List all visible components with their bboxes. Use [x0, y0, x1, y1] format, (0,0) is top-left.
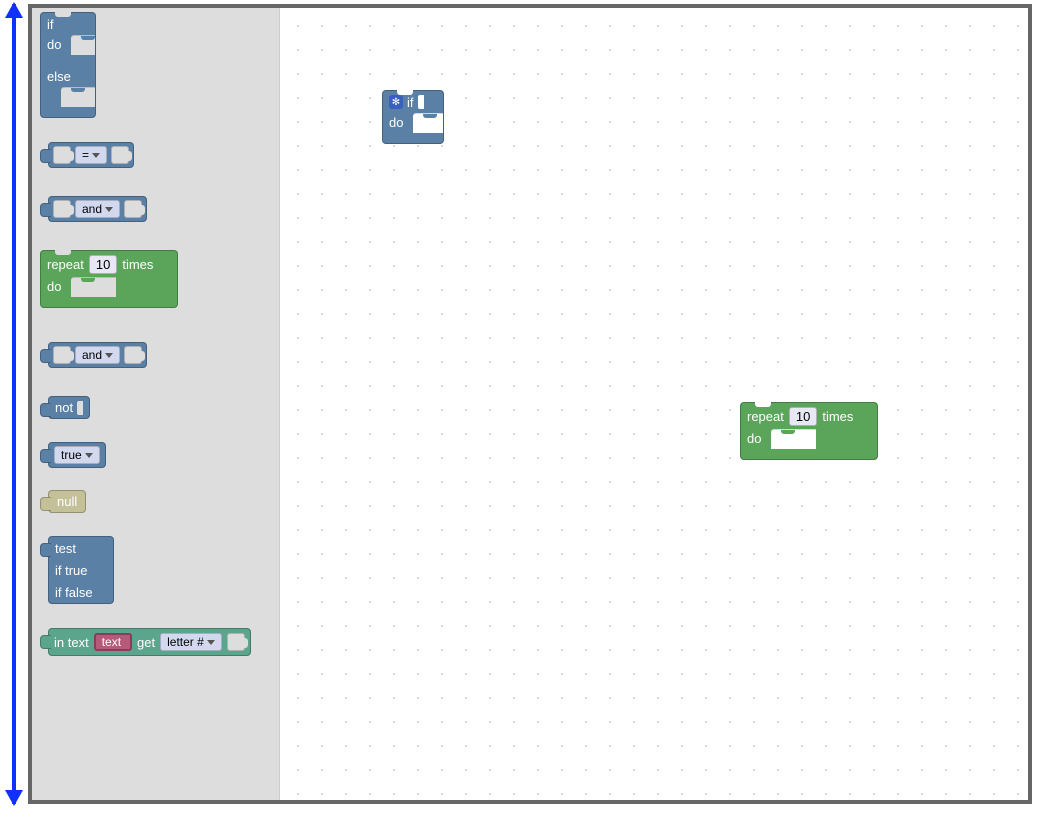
block-repeat-times[interactable]: repeat 10 times do — [40, 250, 178, 308]
input-b-socket[interactable] — [124, 346, 142, 364]
block-logic-true[interactable]: true — [48, 442, 106, 468]
label-in-text: in text — [54, 635, 89, 650]
label-do: do — [747, 431, 761, 446]
workspace-canvas[interactable]: ✻ if do repeat 10 times do — [280, 8, 1028, 800]
label-if: if — [407, 95, 414, 110]
block-if-do-else[interactable]: if do else — [40, 12, 96, 118]
label-test: test — [55, 541, 76, 556]
input-a-socket[interactable] — [53, 200, 71, 218]
label-repeat: repeat — [47, 257, 84, 272]
label-do: do — [47, 279, 61, 294]
label-do: do — [47, 37, 61, 52]
label-if-true: if true — [55, 563, 88, 578]
index-socket[interactable] — [227, 633, 245, 651]
label-null: null — [57, 494, 77, 509]
label-do: do — [389, 115, 403, 130]
block-logic-compare[interactable]: = — [48, 142, 134, 168]
repeat-count-field[interactable]: 10 — [89, 255, 117, 274]
block-logic-null[interactable]: null — [48, 490, 86, 513]
editor-frame: if do else = and repeat 10 times do — [28, 4, 1032, 804]
block-repeat-times[interactable]: repeat 10 times do — [740, 402, 878, 460]
mutator-gear-icon[interactable]: ✻ — [389, 95, 403, 109]
operator-dropdown[interactable]: = — [75, 146, 107, 164]
block-if-do[interactable]: ✻ if do — [382, 90, 444, 144]
input-b-socket[interactable] — [124, 200, 142, 218]
label-repeat: repeat — [747, 409, 784, 424]
operator-dropdown[interactable]: and — [75, 200, 120, 218]
variable-dropdown[interactable]: text — [94, 633, 132, 651]
block-text-charat[interactable]: in text text get letter # — [48, 628, 251, 656]
input-a-socket[interactable] — [53, 346, 71, 364]
label-get: get — [137, 635, 155, 650]
scroll-arrow-vertical — [12, 4, 16, 804]
block-logic-not[interactable]: not — [48, 396, 90, 419]
label-times: times — [822, 409, 853, 424]
mode-dropdown[interactable]: letter # — [160, 633, 222, 651]
input-a-socket[interactable] — [53, 146, 71, 164]
label-else: else — [47, 69, 71, 84]
boolean-dropdown[interactable]: true — [54, 446, 100, 464]
label-not: not — [55, 400, 73, 415]
label-times: times — [122, 257, 153, 272]
block-logic-and[interactable]: and — [48, 342, 147, 368]
label-if-false: if false — [55, 585, 93, 600]
block-logic-and[interactable]: and — [48, 196, 147, 222]
input-b-socket[interactable] — [111, 146, 129, 164]
label-if: if — [47, 17, 54, 32]
repeat-count-field[interactable]: 10 — [789, 407, 817, 426]
operator-dropdown[interactable]: and — [75, 346, 120, 364]
block-logic-ternary[interactable]: test if true if false — [48, 536, 114, 604]
toolbox-flyout[interactable]: if do else = and repeat 10 times do — [32, 8, 280, 800]
